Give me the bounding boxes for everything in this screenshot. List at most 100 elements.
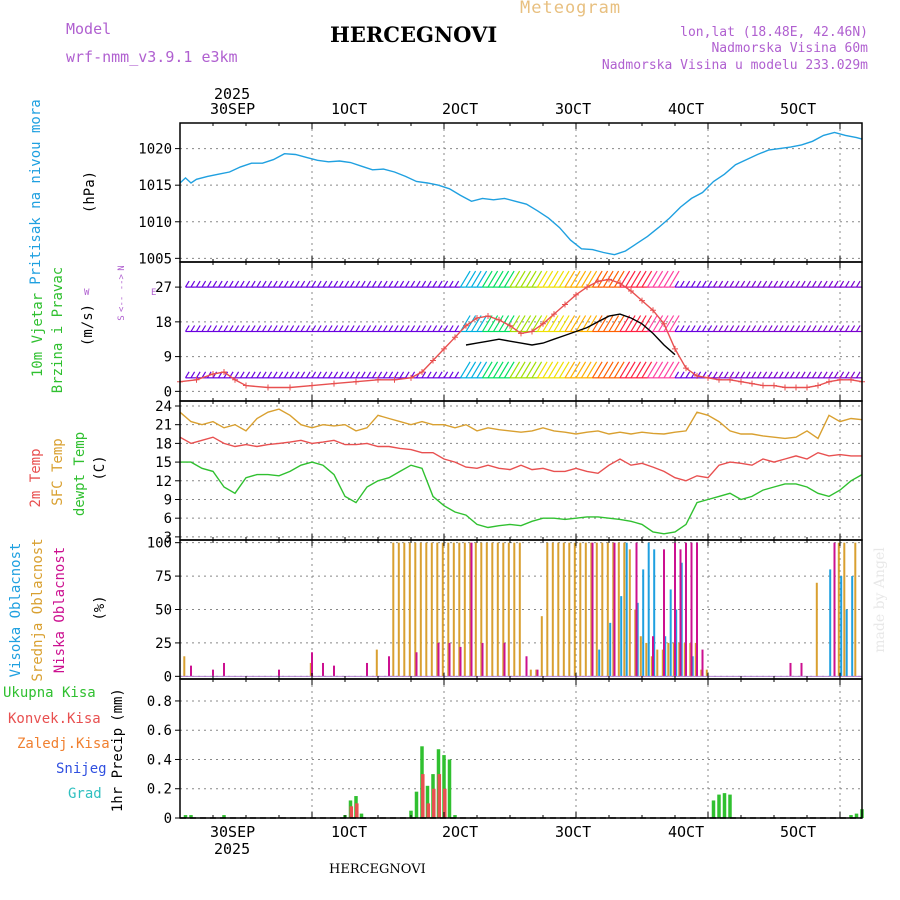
wind-barb [278,280,284,288]
precipitation-bar [854,813,859,818]
clouds-bar [650,656,653,677]
clouds-bar [613,542,616,677]
wind-barb [547,315,559,332]
wind-marker [518,330,524,337]
clouds-bar [392,542,395,677]
clouds-bar [653,549,656,677]
wind-barb [305,371,311,379]
wind-barb [443,325,449,332]
wind-barb [509,361,521,379]
wind-marker [573,291,579,298]
wind-barb [800,325,806,332]
wind-barb [432,280,438,288]
wind-marker [738,378,744,385]
wind-barb [250,325,256,332]
wind-marker [309,382,315,389]
wind-barb [520,315,532,332]
wind-barb [514,270,526,288]
wind-barb [371,325,377,332]
wind-barb [388,371,394,379]
wind-barb [344,371,350,379]
wind-barb [393,325,399,332]
wind-barb [201,371,207,379]
wind-barb [234,325,240,332]
model-elevation-label: Nadmorska Visina u modelu 233.029m [601,58,868,73]
model-label: Model [66,20,112,38]
wind-barb [674,280,680,288]
wind-barb [822,371,828,379]
wind-barb [338,371,344,379]
wind-barb [531,270,543,288]
wind-barb [245,325,251,332]
clouds-bar [636,602,639,677]
compass-east: E [151,288,157,298]
time-tick-top-4: 4OCT [668,100,705,118]
wind-barb [404,280,410,288]
wind-barb [250,371,256,379]
wind-barb [712,371,718,379]
wind-barb [333,325,339,332]
wind-barb [217,325,223,332]
wind-barb [195,325,201,332]
precipitation-ytick-label: 0 [164,811,172,827]
wind-barb [773,280,779,288]
precipitation-bar [189,815,193,818]
wind-barb [283,325,289,332]
wind-barb [360,371,366,379]
wind-barb [448,371,454,379]
clouds-bar [491,542,494,677]
clouds-bar [690,542,693,677]
wind-barb [399,280,405,288]
precipitation-bar [421,774,425,818]
wind-barb [569,270,581,288]
wind-barb [195,371,201,379]
wind-barb [784,280,790,288]
wind-barb [635,361,647,379]
wind-barb [338,280,344,288]
wind-marker [485,313,491,320]
wind-barb [349,325,355,332]
wind-barb [333,280,339,288]
clouds-bar [507,542,510,677]
wind-barb [481,270,493,288]
wind-barb [327,280,333,288]
wind-barb [465,361,477,379]
wind-barb [839,325,845,332]
wind-barb [388,325,394,332]
clouds-bar [503,642,506,677]
wind-barb [223,371,229,379]
clouds-bar [430,542,433,677]
time-tick-bottom-1: 1OCT [331,823,368,841]
wind-barb [613,315,625,332]
wind-marker [716,376,722,383]
precipitation-bar [432,788,436,818]
wind-barb [652,270,664,288]
wind-barb [349,371,355,379]
wind-barb [586,315,598,332]
wind-barb [575,270,587,288]
precipitation-bar [414,791,419,818]
wind-barb [355,280,361,288]
wind-barb [844,325,850,332]
wind-barb [415,280,421,288]
wind-marker [815,382,821,389]
wind-barb [789,325,795,332]
clouds-bar [694,642,697,677]
wind-barb [481,361,493,379]
wind-ytick-label: 9 [164,350,172,366]
clouds-bar [584,542,587,677]
wind-barb [586,361,598,379]
wind-barb [690,325,696,332]
clouds-bar [415,652,418,677]
wind-barb [184,280,190,288]
time-tick-bottom-5: 5OCT [780,823,817,841]
wind-marker [496,316,502,323]
wind-barb [723,325,729,332]
clouds-panel: 0 25 50 75 100 [147,536,863,685]
wind-barb [525,315,537,332]
wind-barb [190,325,196,332]
wind-barb [723,280,729,288]
clouds-bar [470,542,473,677]
clouds-bar [840,576,843,677]
clouds-bar [674,542,676,677]
